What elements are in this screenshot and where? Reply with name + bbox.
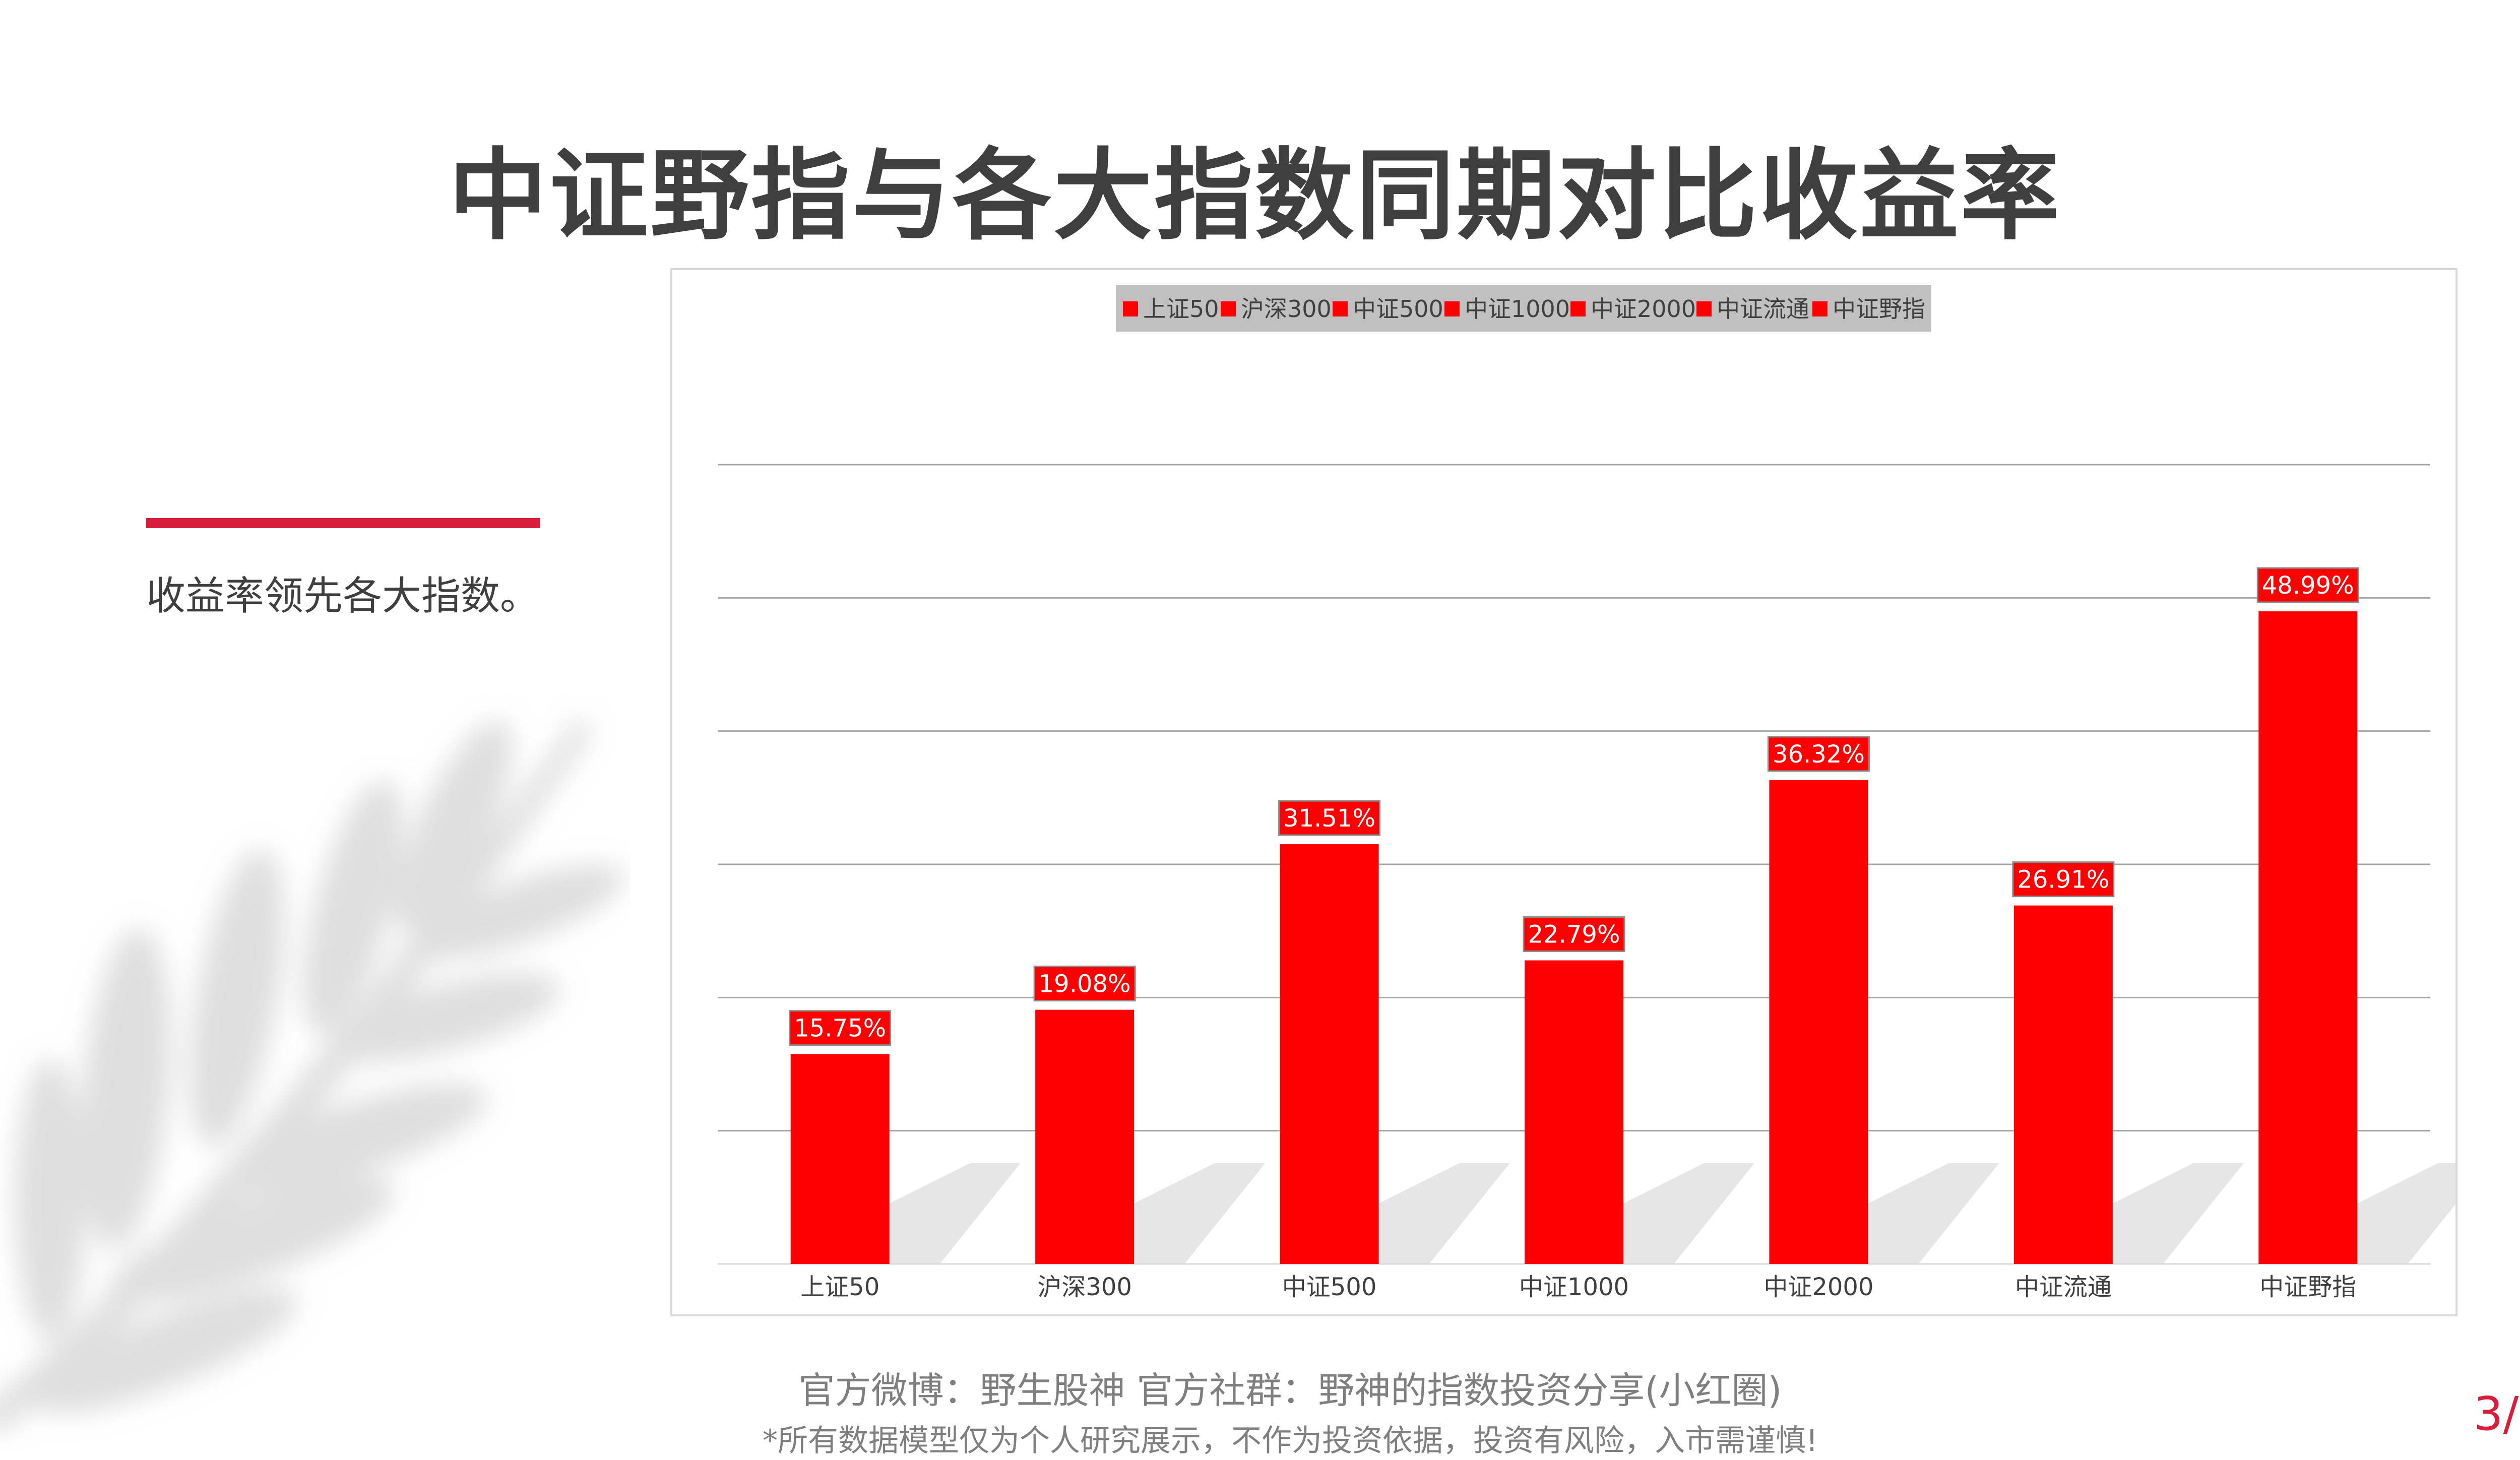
bar-shadow	[1868, 1163, 1999, 1264]
legend-swatch	[1696, 301, 1712, 316]
x-tick-label: 沪深300	[1037, 1273, 1132, 1301]
bar-中证500	[1280, 844, 1379, 1264]
bar-shadow	[2357, 1163, 2455, 1264]
legend-background	[1116, 285, 1931, 332]
legend-entry: 中证2000	[1591, 295, 1696, 323]
data-label-box	[1767, 736, 1870, 772]
data-label: 48.99%	[2262, 572, 2354, 600]
legend-swatch	[1221, 301, 1236, 316]
x-tick-labels: 上证50 沪深300 中证500 中证1000 中证2000 中证流通 中证野指	[800, 1273, 2356, 1301]
bar-上证50	[790, 1054, 890, 1264]
legend-entry: 中证1000	[1465, 295, 1570, 323]
bars	[790, 611, 2358, 1264]
legend-entry: 中证流通	[1717, 295, 1809, 323]
x-tick-label: 中证500	[1282, 1273, 1377, 1301]
data-label-box	[2256, 567, 2359, 603]
x-tick-label: 中证流通	[2015, 1273, 2112, 1301]
page-number: 3/4	[2473, 1387, 2520, 1441]
legend-swatch	[1123, 301, 1138, 316]
legend-entry: 沪深300	[1241, 295, 1332, 323]
bar-chart: 15.75% 19.08% 31.51% 22.79% 36.32% 26.91% 48.9…	[670, 268, 2458, 1316]
bar-中证1000	[1525, 960, 1623, 1264]
slide-title: 中证野指与各大指数同期对比收益率	[449, 139, 2062, 253]
data-labels: 15.75% 19.08% 31.51% 22.79% 36.32% 26.91% 48.9…	[789, 567, 2359, 1046]
legend-entry: 中证野指	[1833, 295, 1925, 323]
data-label: 26.91%	[2017, 866, 2109, 894]
legend-swatch	[1812, 301, 1828, 316]
footer-social-line: 官方微博：野生股神 官方社群：野神的指数投资分享(小红圈)	[798, 1369, 1782, 1412]
bar-沪深300	[1035, 1009, 1135, 1264]
bar-shadow	[889, 1163, 1021, 1264]
data-label-box	[1033, 966, 1136, 1002]
x-tick-label: 中证1000	[1519, 1273, 1629, 1301]
data-label: 19.08%	[1039, 970, 1131, 998]
legend-entry: 中证500	[1353, 295, 1443, 323]
bar-shadow	[2112, 1163, 2244, 1264]
x-tick-label: 中证野指	[2259, 1273, 2356, 1301]
data-label: 15.75%	[794, 1014, 886, 1043]
legend-entry: 上证50	[1143, 295, 1219, 323]
x-tick-label: 上证50	[800, 1273, 879, 1301]
accent-line	[146, 518, 540, 528]
x-tick-label: 中证2000	[1763, 1273, 1873, 1301]
bar-中证野指	[2258, 611, 2358, 1264]
bar-shadow	[1378, 1163, 1510, 1264]
bar-中证流通	[2013, 905, 2113, 1264]
data-label: 22.79%	[1528, 921, 1620, 949]
bar-chart-svg: 15.75% 19.08% 31.51% 22.79% 36.32% 26.91% 48.9…	[718, 285, 2455, 1301]
leaf-shadow-decoration	[0, 716, 624, 1433]
data-label-box	[789, 1010, 892, 1046]
slide-subtitle: 收益率领先各大指数。	[146, 574, 540, 619]
legend: 上证50 沪深300 中证500 中证1000 中证2000 中证流通 中证野指	[1116, 285, 1931, 332]
data-label-box	[1278, 800, 1381, 836]
data-label-box	[1523, 916, 1625, 953]
bar-shadow	[1623, 1163, 1754, 1264]
bar-shadow	[1134, 1163, 1266, 1264]
data-label: 36.32%	[1773, 740, 1865, 769]
legend-swatch	[1333, 301, 1348, 316]
data-label: 31.51%	[1283, 804, 1375, 833]
legend-swatch	[1570, 301, 1586, 316]
legend-swatch	[1444, 301, 1460, 316]
bar-shadows	[889, 1163, 2455, 1264]
data-label-box	[2012, 861, 2115, 898]
bar-中证2000	[1769, 780, 1868, 1264]
footer-disclaimer: *所有数据模型仅为个人研究展示，不作为投资依据，投资有风险，入市需谨慎!	[762, 1423, 1818, 1458]
